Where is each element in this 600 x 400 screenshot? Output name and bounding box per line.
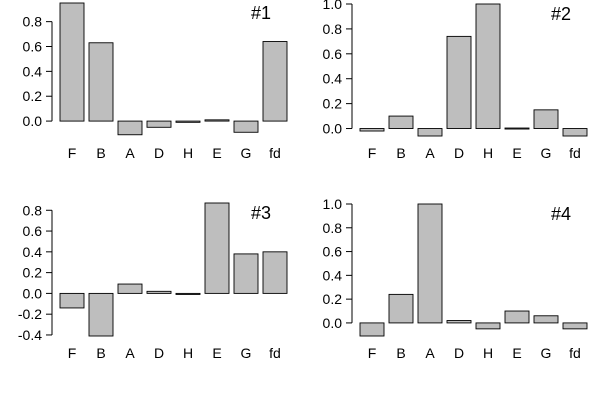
x-category-label: B — [396, 145, 405, 161]
bar-A — [117, 120, 143, 136]
bar-F — [59, 292, 85, 309]
bar-G — [533, 315, 559, 324]
x-category-label: D — [154, 345, 164, 361]
x-category-label: F — [368, 145, 377, 161]
bar-E — [204, 119, 230, 122]
y-tick-label: 0.4 — [323, 71, 343, 87]
bar-fd — [562, 128, 588, 137]
x-category-label: G — [541, 345, 552, 361]
x-category-label: D — [154, 145, 164, 161]
bar-G — [233, 253, 259, 294]
bar-E — [504, 127, 530, 130]
y-tick-label: 0.0 — [23, 285, 43, 301]
bar-fd — [562, 322, 588, 330]
panel-label: #4 — [551, 204, 571, 224]
bar-D — [146, 120, 172, 128]
y-tick-label: 0.8 — [323, 220, 343, 236]
bar-B — [88, 292, 114, 337]
x-category-label: F — [368, 345, 377, 361]
x-category-label: A — [425, 345, 435, 361]
y-tick-label: 0.4 — [23, 63, 43, 79]
x-category-label: E — [212, 145, 221, 161]
y-tick-label: 0.2 — [323, 96, 343, 112]
x-category-label: F — [68, 145, 77, 161]
y-tick-label: 0.2 — [323, 291, 343, 307]
bar-fd — [262, 251, 288, 294]
y-tick-label: -0.2 — [18, 306, 42, 322]
y-tick-label: 1.0 — [323, 196, 343, 212]
bar-A — [117, 283, 143, 294]
x-category-label: fd — [569, 345, 581, 361]
bar-D — [446, 35, 472, 129]
y-tick-label: 0.8 — [23, 14, 43, 30]
bar-H — [175, 120, 201, 123]
x-category-label: E — [212, 345, 221, 361]
y-tick-label: 0.6 — [23, 223, 43, 239]
x-category-label: G — [241, 145, 252, 161]
x-category-label: A — [125, 345, 135, 361]
x-category-label: fd — [569, 145, 581, 161]
bar-H — [175, 292, 201, 295]
x-category-label: B — [396, 345, 405, 361]
x-category-label: A — [125, 145, 135, 161]
x-category-label: H — [183, 345, 193, 361]
x-category-label: fd — [269, 145, 281, 161]
x-category-label: H — [483, 345, 493, 361]
x-category-label: G — [241, 345, 252, 361]
y-tick-label: 0.2 — [23, 88, 43, 104]
y-tick-label: 0.6 — [23, 39, 43, 55]
bar-D — [146, 290, 172, 294]
y-tick-label: 0.4 — [23, 244, 43, 260]
bar-fd — [262, 41, 288, 122]
y-tick-label: 0.6 — [323, 244, 343, 260]
x-category-label: G — [541, 145, 552, 161]
bar-G — [233, 120, 259, 133]
y-tick-label: -0.4 — [18, 327, 42, 343]
x-category-label: fd — [269, 345, 281, 361]
y-tick-label: 0.0 — [323, 315, 343, 331]
x-category-label: F — [68, 345, 77, 361]
y-tick-label: 0.8 — [23, 202, 43, 218]
x-category-label: H — [483, 145, 493, 161]
y-tick-label: 0.0 — [323, 121, 343, 137]
y-tick-label: 0.8 — [323, 21, 343, 37]
x-category-label: D — [454, 345, 464, 361]
x-category-label: E — [512, 145, 521, 161]
bar-H — [475, 322, 501, 330]
bar-F — [359, 322, 385, 337]
x-category-label: B — [96, 145, 105, 161]
panel-label: #2 — [551, 4, 571, 24]
y-tick-label: 0.0 — [23, 113, 43, 129]
bar-E — [204, 202, 230, 294]
bar-D — [446, 320, 472, 324]
bar-F — [59, 2, 85, 122]
bar-B — [88, 42, 114, 122]
x-category-label: A — [425, 145, 435, 161]
panel-label: #1 — [251, 3, 271, 23]
bar-E — [504, 310, 530, 324]
y-tick-label: 0.4 — [323, 267, 343, 283]
x-category-label: D — [454, 145, 464, 161]
bar-B — [388, 115, 414, 129]
x-category-label: E — [512, 345, 521, 361]
y-tick-label: 1.0 — [323, 0, 343, 12]
y-tick-label: 0.2 — [23, 265, 43, 281]
bar-B — [388, 293, 414, 324]
bar-F — [359, 128, 385, 132]
panel-label: #3 — [251, 203, 271, 223]
y-tick-label: 0.6 — [323, 46, 343, 62]
bar-A — [417, 203, 443, 324]
x-category-label: B — [96, 345, 105, 361]
bar-H — [475, 3, 501, 129]
x-category-label: H — [183, 145, 193, 161]
bar-G — [533, 109, 559, 129]
bar-A — [417, 128, 443, 137]
